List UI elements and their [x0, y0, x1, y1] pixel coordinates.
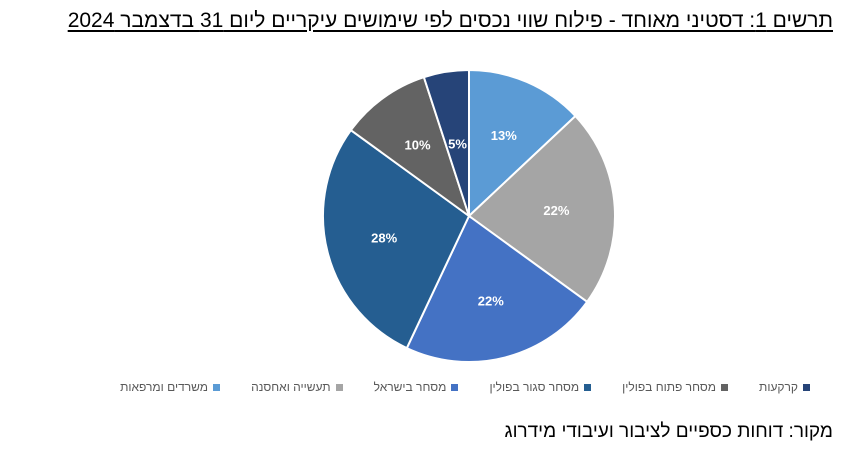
pie-chart: 13% 22% 22% 28% 10% 5%	[322, 68, 616, 363]
pie-slice-5	[422, 68, 470, 217]
slice-label-3: 28%	[371, 230, 397, 245]
legend-item-3: מסחר סגור בפולין	[489, 380, 592, 394]
legend-swatch-2	[451, 383, 459, 391]
pie-slice-4	[349, 75, 471, 219]
source-note: מקור: דוחות כספיים לציבור ועיבודי מידרוג	[504, 421, 833, 442]
legend-label-5: קרקעות	[759, 380, 798, 394]
legend-item-4: מסחר פתוח בפולין	[622, 380, 728, 394]
legend-swatch-5	[803, 383, 810, 391]
legend-item-2: מסחר בישראל	[374, 380, 459, 394]
legend-label-3: מסחר סגור בפולין	[489, 380, 580, 394]
chart-legend: משרדים ומרפאות תעשייה ואחסנה מסחר בישראל מס…	[120, 380, 810, 394]
slice-label-1: 22%	[543, 203, 569, 218]
legend-label-0: משרדים ומרפאות	[120, 380, 209, 394]
legend-swatch-4	[720, 383, 728, 391]
chart-title: תרשים 1: דסטיני מאוחד - פילוח שווי נכסים…	[67, 9, 833, 32]
legend-label-4: מסחר פתוח בפולין	[622, 380, 716, 394]
slice-label-4: 10%	[404, 138, 430, 153]
legend-swatch-1	[335, 383, 343, 391]
pie-slice-0	[468, 68, 577, 219]
pie-slice-3	[322, 128, 471, 350]
slice-label-0: 13%	[491, 128, 517, 143]
legend-label-2: מסחר בישראל	[373, 380, 447, 394]
legend-item-5: קרקעות	[759, 380, 810, 394]
legend-item-0: משרדים ומרפאות	[120, 380, 221, 394]
pie-slice-1	[467, 114, 616, 304]
legend-item-1: תעשייה ואחסנה	[251, 380, 343, 394]
legend-swatch-3	[584, 383, 592, 391]
legend-swatch-0	[213, 383, 221, 391]
slice-label-2: 22%	[478, 293, 504, 308]
slice-label-5: 5%	[448, 136, 467, 151]
legend-label-1: תעשייה ואחסנה	[251, 380, 331, 394]
